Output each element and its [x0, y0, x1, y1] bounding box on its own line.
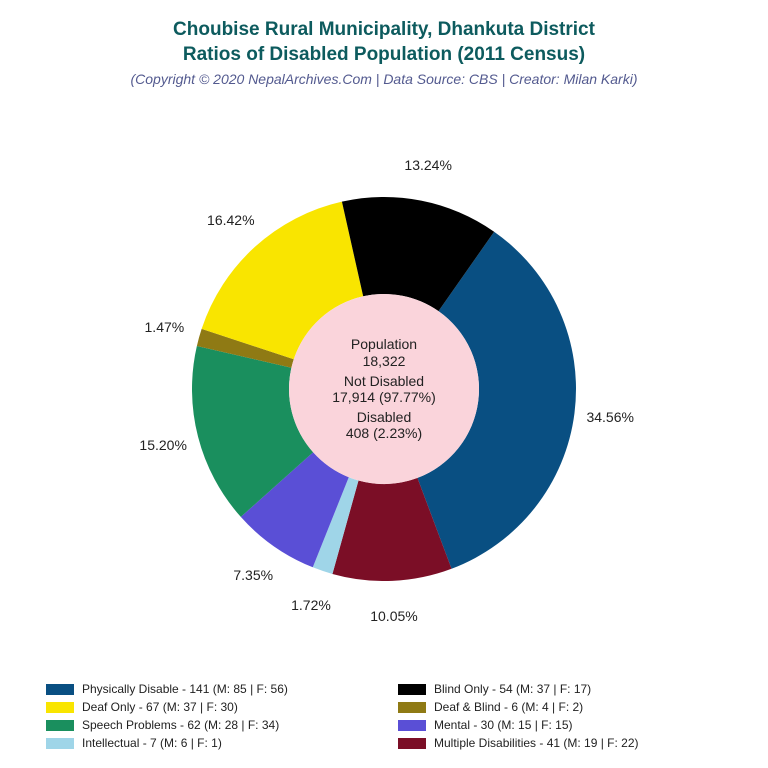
chart-area: Population 18,322 Not Disabled 17,914 (9… — [24, 95, 744, 682]
pct-label-speech: 15.20% — [139, 437, 186, 453]
title-line-2: Ratios of Disabled Population (2011 Cens… — [183, 44, 585, 65]
chart-title: Choubise Rural Municipality, Dhankuta Di… — [24, 18, 744, 67]
legend-swatch-deafblind — [398, 702, 426, 713]
pct-label-blind: 13.24% — [404, 157, 451, 173]
donut-chart — [190, 195, 578, 583]
legend-item-physical: Physically Disable - 141 (M: 85 | F: 56) — [46, 682, 370, 696]
legend-swatch-intellect — [46, 738, 74, 749]
legend-label-intellect: Intellectual - 7 (M: 6 | F: 1) — [82, 736, 222, 750]
chart-container: Choubise Rural Municipality, Dhankuta Di… — [0, 0, 768, 768]
legend-swatch-multiple — [398, 738, 426, 749]
legend-label-multiple: Multiple Disabilities - 41 (M: 19 | F: 2… — [434, 736, 639, 750]
legend-item-multiple: Multiple Disabilities - 41 (M: 19 | F: 2… — [398, 736, 722, 750]
legend-label-physical: Physically Disable - 141 (M: 85 | F: 56) — [82, 682, 288, 696]
legend-swatch-speech — [46, 720, 74, 731]
donut-center-circle — [289, 294, 479, 484]
chart-subtitle: (Copyright © 2020 NepalArchives.Com | Da… — [24, 71, 744, 87]
legend-item-intellect: Intellectual - 7 (M: 6 | F: 1) — [46, 736, 370, 750]
legend-label-speech: Speech Problems - 62 (M: 28 | F: 34) — [82, 718, 279, 732]
legend-item-deafblind: Deaf & Blind - 6 (M: 4 | F: 2) — [398, 700, 722, 714]
pct-label-multiple: 10.05% — [370, 608, 417, 624]
title-line-1: Choubise Rural Municipality, Dhankuta Di… — [173, 19, 595, 40]
legend-item-speech: Speech Problems - 62 (M: 28 | F: 34) — [46, 718, 370, 732]
legend: Physically Disable - 141 (M: 85 | F: 56)… — [24, 682, 744, 756]
legend-item-mental: Mental - 30 (M: 15 | F: 15) — [398, 718, 722, 732]
legend-swatch-blind — [398, 684, 426, 695]
pct-label-deafblind: 1.47% — [145, 319, 185, 335]
legend-item-deaf: Deaf Only - 67 (M: 37 | F: 30) — [46, 700, 370, 714]
pct-label-intellect: 1.72% — [291, 597, 331, 613]
pct-label-mental: 7.35% — [233, 567, 273, 583]
legend-swatch-physical — [46, 684, 74, 695]
legend-label-deafblind: Deaf & Blind - 6 (M: 4 | F: 2) — [434, 700, 583, 714]
pct-label-physical: 34.56% — [586, 409, 633, 425]
pct-label-deaf: 16.42% — [207, 212, 254, 228]
legend-item-blind: Blind Only - 54 (M: 37 | F: 17) — [398, 682, 722, 696]
legend-label-mental: Mental - 30 (M: 15 | F: 15) — [434, 718, 573, 732]
legend-swatch-deaf — [46, 702, 74, 713]
legend-label-deaf: Deaf Only - 67 (M: 37 | F: 30) — [82, 700, 238, 714]
legend-label-blind: Blind Only - 54 (M: 37 | F: 17) — [434, 682, 591, 696]
legend-swatch-mental — [398, 720, 426, 731]
